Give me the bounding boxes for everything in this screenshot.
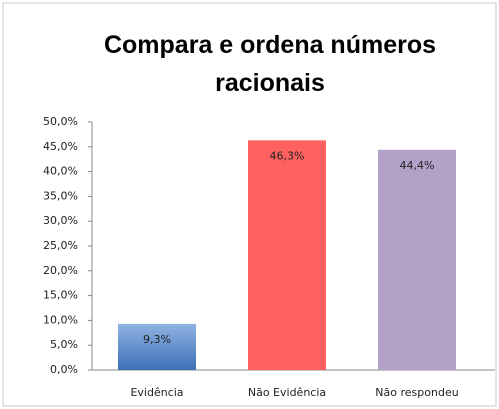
y-tick-label: 45,0% (43, 140, 78, 153)
y-tick-label: 5,0% (50, 338, 78, 351)
bar (248, 140, 326, 370)
y-tick-label: 40,0% (43, 165, 78, 178)
y-tick-label: 0,0% (50, 363, 78, 376)
x-tick-label: Evidência (130, 386, 183, 399)
x-tick-label: Não Evidência (248, 386, 326, 399)
data-label: 9,3% (143, 333, 171, 346)
data-label: 44,4% (400, 159, 435, 172)
y-tick-label: 35,0% (43, 189, 78, 202)
chart-title: Compara e ordena números racionais (103, 31, 437, 97)
data-label: 46,3% (270, 149, 305, 162)
y-tick-label: 20,0% (43, 264, 78, 277)
y-tick-label: 15,0% (43, 289, 78, 302)
bar (118, 323, 196, 370)
y-tick-label: 50,0% (43, 115, 78, 128)
y-tick-label: 10,0% (43, 313, 78, 326)
y-tick-label: 25,0% (43, 239, 78, 252)
x-tick-label: Não respondeu (375, 386, 458, 399)
bar (378, 149, 456, 370)
y-tick-label: 30,0% (43, 214, 78, 227)
